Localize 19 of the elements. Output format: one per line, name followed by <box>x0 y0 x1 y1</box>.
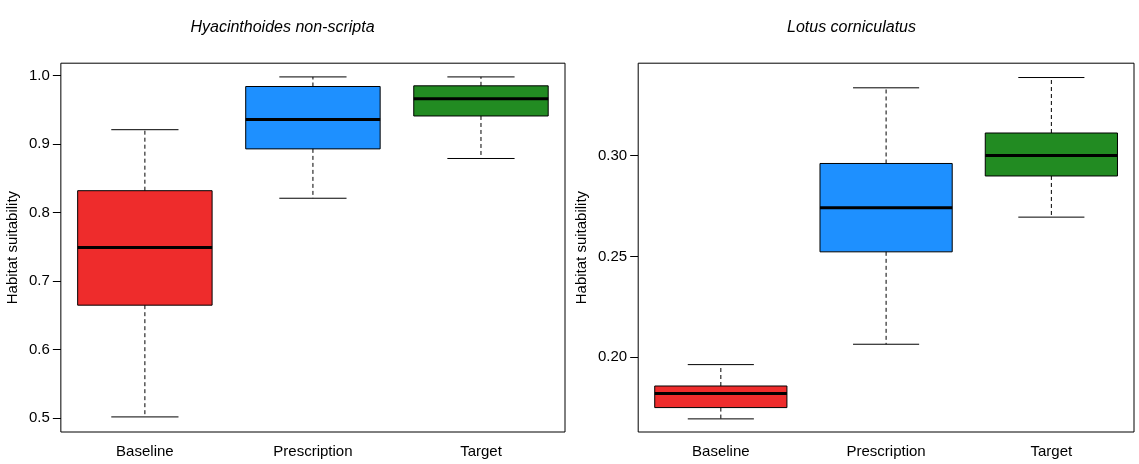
y-tick-label: 0.20 <box>597 347 628 365</box>
y-tick-label: 0.6 <box>28 339 50 357</box>
x-tick-label: Baseline <box>692 442 750 460</box>
x-tick-label: Prescription <box>273 442 353 460</box>
y-axis-title: Habitat suitability <box>3 190 21 305</box>
y-tick-label: 0.8 <box>28 202 50 220</box>
chart-title: Hyacinthoides non-scripta <box>190 18 375 36</box>
y-tick-label: 0.9 <box>28 134 50 152</box>
x-tick-label: Baseline <box>116 442 174 460</box>
x-tick-label: Target <box>1030 442 1074 460</box>
y-tick-label: 1.0 <box>28 65 50 83</box>
y-tick-label: 0.5 <box>28 408 50 426</box>
y-tick-label: 0.7 <box>28 271 50 289</box>
y-axis-title: Habitat suitability <box>572 190 590 305</box>
x-tick-label: Target <box>460 442 503 460</box>
x-tick-label: Prescription <box>846 442 926 460</box>
y-tick-label: 0.25 <box>597 246 628 264</box>
y-tick-label: 0.30 <box>597 145 628 163</box>
chart-title: Lotus corniculatus <box>787 18 916 36</box>
